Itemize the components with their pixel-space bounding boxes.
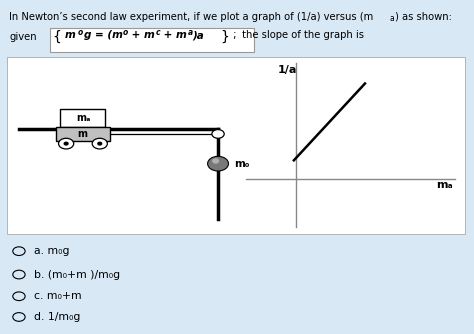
Text: m⁣: m⁣ bbox=[78, 129, 88, 139]
Text: a. m₀g: a. m₀g bbox=[34, 246, 70, 256]
Text: + m: + m bbox=[160, 30, 187, 40]
Text: m: m bbox=[65, 30, 76, 40]
Circle shape bbox=[13, 270, 25, 279]
FancyBboxPatch shape bbox=[7, 57, 465, 234]
Text: ;: ; bbox=[232, 30, 236, 40]
FancyBboxPatch shape bbox=[50, 28, 254, 52]
Text: o: o bbox=[77, 28, 82, 37]
FancyBboxPatch shape bbox=[61, 109, 105, 127]
Text: }: } bbox=[220, 30, 229, 44]
FancyBboxPatch shape bbox=[56, 127, 110, 141]
Text: o: o bbox=[122, 28, 128, 37]
Circle shape bbox=[212, 130, 224, 138]
Text: the slope of the graph is: the slope of the graph is bbox=[239, 30, 365, 40]
Circle shape bbox=[98, 142, 101, 145]
Circle shape bbox=[58, 138, 73, 149]
Text: b. (m₀+m⁣ )/m₀g: b. (m₀+m⁣ )/m₀g bbox=[34, 270, 120, 280]
Circle shape bbox=[13, 247, 25, 256]
Circle shape bbox=[213, 159, 219, 163]
Text: 1/a: 1/a bbox=[277, 65, 297, 75]
Text: a: a bbox=[390, 14, 394, 23]
Circle shape bbox=[13, 292, 25, 301]
Circle shape bbox=[13, 313, 25, 321]
Text: In Newton’s second law experiment, if we plot a graph of (1/a) versus (m: In Newton’s second law experiment, if we… bbox=[9, 12, 374, 22]
Text: mₐ: mₐ bbox=[436, 180, 453, 190]
Text: c. m₀+m⁣: c. m₀+m⁣ bbox=[34, 291, 82, 301]
Text: m₀: m₀ bbox=[234, 159, 249, 169]
Text: )a: )a bbox=[192, 30, 204, 40]
Circle shape bbox=[208, 156, 228, 171]
Text: a: a bbox=[188, 28, 193, 37]
Circle shape bbox=[64, 142, 68, 145]
Text: {: { bbox=[52, 30, 61, 44]
Text: given: given bbox=[9, 32, 37, 42]
Text: + m: + m bbox=[128, 30, 155, 40]
Text: ) as shown:: ) as shown: bbox=[395, 12, 452, 22]
Circle shape bbox=[92, 138, 107, 149]
Text: d. 1/m₀g: d. 1/m₀g bbox=[34, 312, 81, 322]
Text: c: c bbox=[155, 28, 160, 37]
Text: mₐ: mₐ bbox=[76, 113, 90, 123]
Text: g = (m: g = (m bbox=[84, 30, 123, 40]
